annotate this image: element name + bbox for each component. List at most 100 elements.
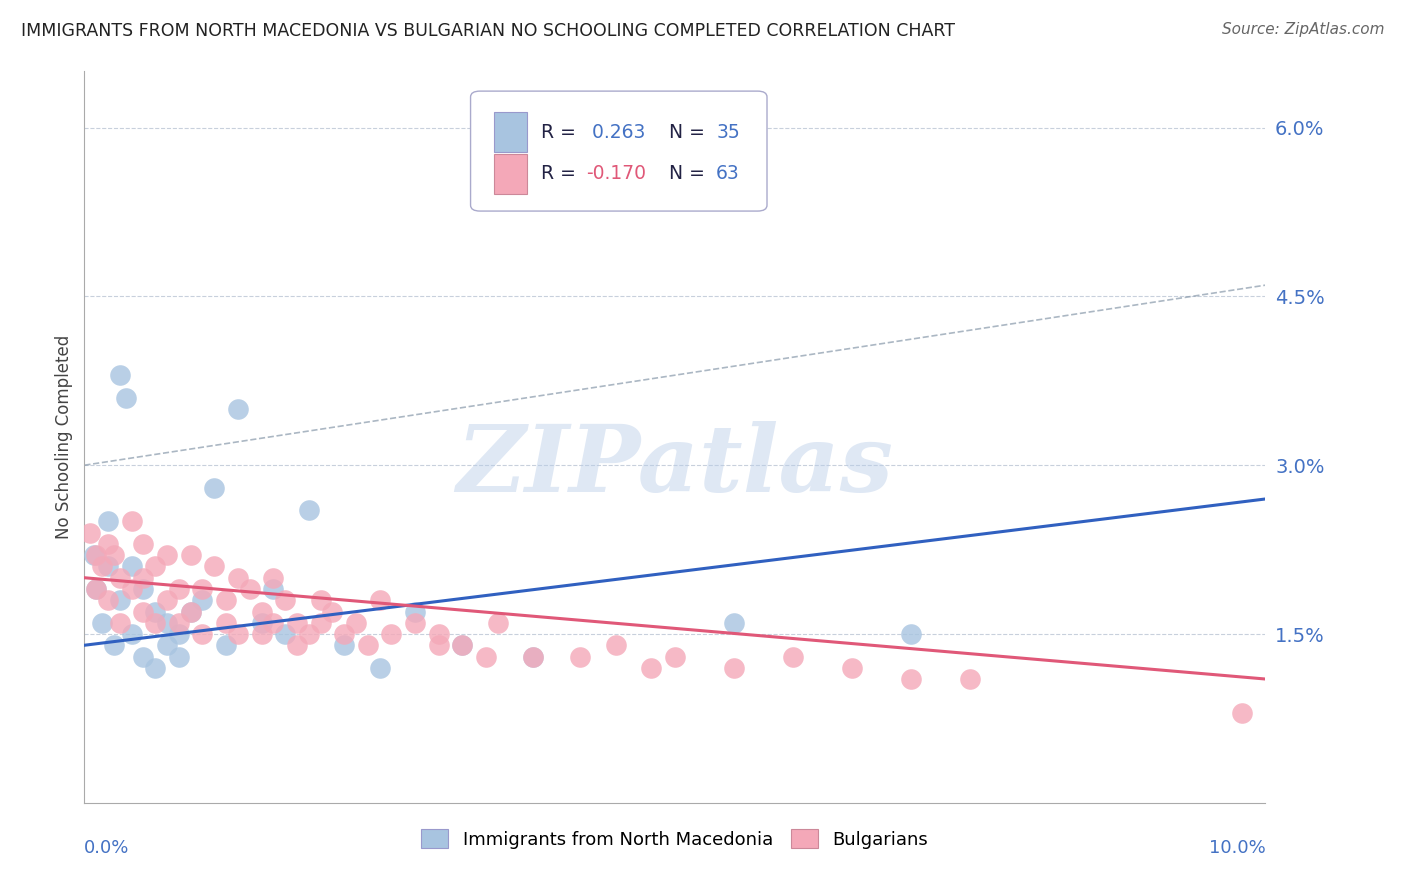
Point [1230,706,1253,720]
Point [180,548,202,562]
Point [250,605,273,619]
Point [262,615,284,630]
Point [900,627,922,641]
Text: 0.0%: 0.0% [84,839,129,857]
Point [156,615,179,630]
Point [522,649,544,664]
Point [143,559,166,574]
Point [121,582,143,596]
Point [167,582,190,596]
Point [333,627,356,641]
Point [191,627,214,641]
Text: ZIPatlas: ZIPatlas [457,421,893,511]
Text: IMMIGRANTS FROM NORTH MACEDONIA VS BULGARIAN NO SCHOOLING COMPLETED CORRELATION : IMMIGRANTS FROM NORTH MACEDONIA VS BULGA… [21,22,955,40]
Point [180,605,202,619]
Point [274,627,297,641]
Point [451,638,474,652]
Bar [494,112,527,153]
Point [167,649,190,664]
Point [723,661,745,675]
Point [723,615,745,630]
Point [226,401,249,416]
Point [83,548,105,562]
Point [605,638,627,652]
Point [664,649,686,664]
Point [215,593,238,607]
Point [404,605,426,619]
Point [250,615,273,630]
Point [132,537,155,551]
Point [180,605,202,619]
Point [97,559,120,574]
Point [108,571,131,585]
Text: 35: 35 [716,122,740,142]
Point [84,548,107,562]
Point [143,661,166,675]
Point [298,503,321,517]
Text: -0.170: -0.170 [586,164,647,183]
Point [226,571,249,585]
Point [285,615,308,630]
Text: 63: 63 [716,164,740,183]
Legend: Immigrants from North Macedonia, Bulgarians: Immigrants from North Macedonia, Bulgari… [415,822,935,856]
Point [285,638,308,652]
Point [91,559,114,574]
Point [522,649,544,664]
Point [143,605,166,619]
Point [156,638,179,652]
Point [239,582,262,596]
Text: N =: N = [657,122,711,142]
Point [97,515,120,529]
Point [167,615,190,630]
Point [84,582,107,596]
Point [132,571,155,585]
Point [108,368,131,383]
Point [191,582,214,596]
Point [344,615,367,630]
Point [262,571,284,585]
Point [427,627,450,641]
Point [84,582,107,596]
Text: 0.263: 0.263 [586,122,645,142]
Point [121,627,143,641]
Point [114,391,136,405]
Point [143,615,166,630]
Point [103,548,125,562]
Text: R =: R = [541,122,582,142]
Point [404,615,426,630]
Point [262,582,284,596]
Point [156,548,179,562]
Point [640,661,662,675]
Point [333,638,356,652]
Point [569,649,592,664]
Point [191,593,214,607]
Point [79,525,101,540]
Point [167,627,190,641]
Point [215,615,238,630]
Point [132,649,155,664]
Point [121,515,143,529]
Point [97,537,120,551]
Point [202,559,225,574]
Bar [494,153,527,194]
Point [215,638,238,652]
Point [132,582,155,596]
Point [156,593,179,607]
Point [427,638,450,652]
Point [97,593,120,607]
Point [309,615,332,630]
Point [121,559,143,574]
Y-axis label: No Schooling Completed: No Schooling Completed [55,335,73,539]
Text: Source: ZipAtlas.com: Source: ZipAtlas.com [1222,22,1385,37]
Text: N =: N = [657,164,711,183]
Point [226,627,249,641]
Point [321,605,343,619]
Point [368,593,391,607]
Point [108,593,131,607]
Point [357,638,380,652]
Point [486,615,509,630]
Text: 10.0%: 10.0% [1209,839,1265,857]
Point [274,593,297,607]
Point [132,605,155,619]
Point [451,638,474,652]
